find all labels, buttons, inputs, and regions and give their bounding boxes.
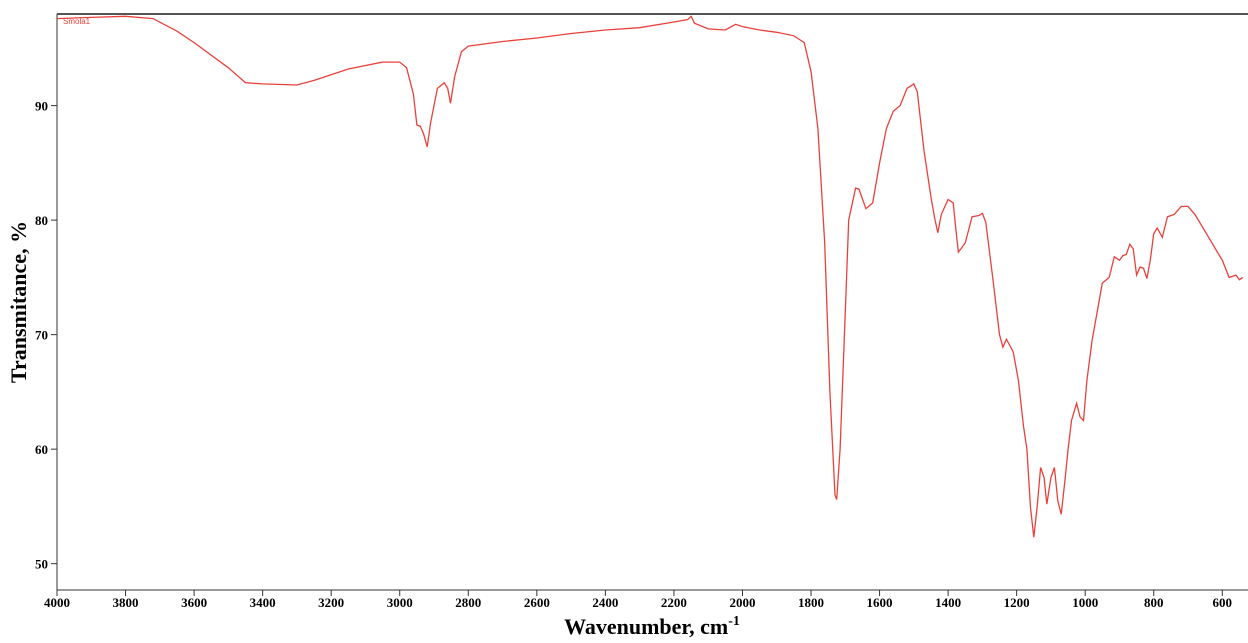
x-tick-label: 3800 [113,595,139,610]
x-tick-label: 4000 [44,595,70,610]
x-tick-label: 2400 [592,595,618,610]
y-tick-label: 90 [35,99,48,114]
y-tick-label: 70 [35,328,48,343]
x-tick-label: 3400 [250,595,276,610]
x-label-sup: -1 [728,614,740,629]
x-label-text: Wavenumber, cm [564,614,728,639]
annotation: Smola1 [63,17,91,26]
x-tick-label: 3000 [387,595,413,610]
x-tick-label: 1400 [935,595,961,610]
x-tick-label: 3200 [318,595,344,610]
x-tick-label: 1800 [798,595,824,610]
x-tick-label: 2800 [455,595,481,610]
y-tick-label: 50 [35,557,48,572]
x-tick-label: 2600 [524,595,550,610]
spectrum-line [56,15,1244,538]
x-tick-label: 2000 [729,595,755,610]
x-tick-label: 800 [1144,595,1164,610]
x-tick-label: 1600 [867,595,893,610]
x-tick-label: 3600 [181,595,207,610]
x-tick-label: 1200 [1004,595,1030,610]
x-tick-label: 2200 [661,595,687,610]
y-tick-label: 80 [35,213,48,228]
y-axis-label: Transmitance, % [6,221,31,383]
x-tick-label: 1000 [1072,595,1098,610]
x-axis-label: Wavenumber, cm-1 [564,614,740,639]
y-tick-label: 60 [35,442,48,457]
x-tick-label: 600 [1213,595,1233,610]
